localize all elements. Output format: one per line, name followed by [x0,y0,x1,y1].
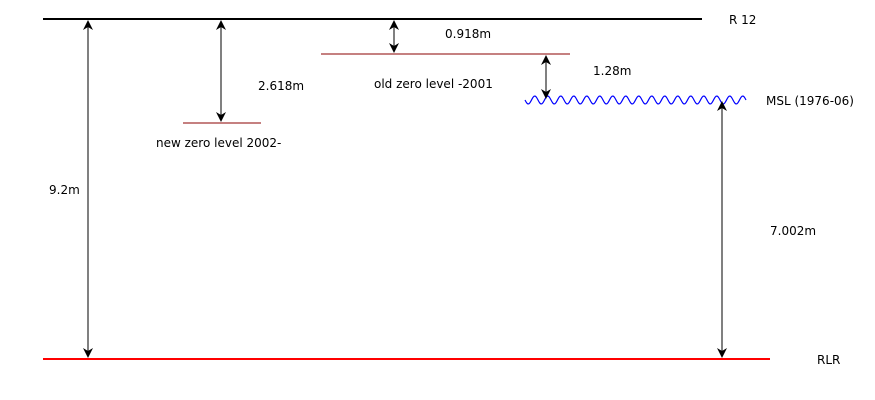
measurement-7-002m: 7.002m [770,224,816,238]
measurement-1-28m: 1.28m [593,64,631,78]
r12-label: R 12 [729,13,756,27]
msl-label: MSL (1976-06) [766,94,854,108]
measurement-2-618m: 2.618m [258,79,304,93]
old-zero-level-label: old zero level -2001 [374,77,493,91]
rlr-label: RLR [817,353,840,367]
new-zero-level-label: new zero level 2002- [156,136,281,150]
measurement-0-918m: 0.918m [445,27,491,41]
measurement-9-2m: 9.2m [49,183,80,197]
msl-wave-line [524,95,747,105]
